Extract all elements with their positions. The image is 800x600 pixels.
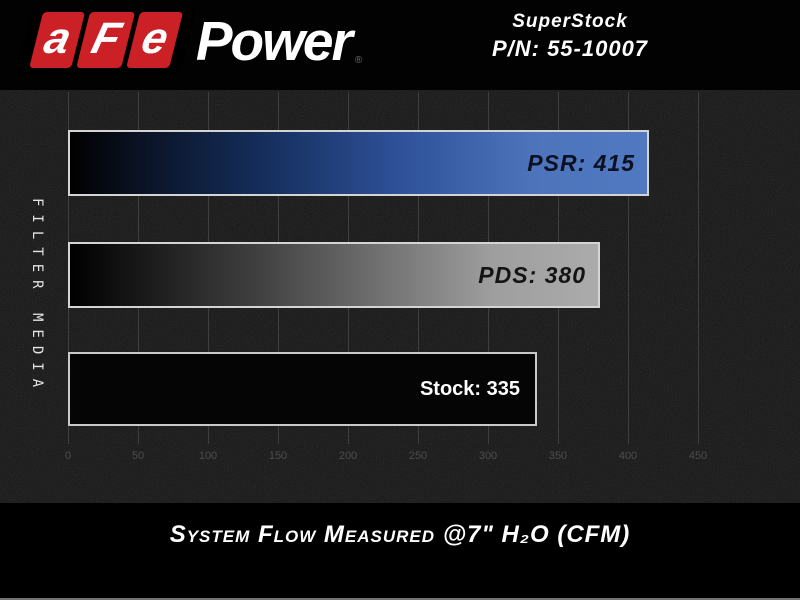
x-tick-label: 150 — [268, 450, 288, 462]
x-tick-label: 300 — [478, 450, 498, 462]
x-tick-label: 250 — [408, 450, 428, 462]
x-tick-label: 0 — [64, 450, 72, 462]
product-info: SuperStock P/N: 55-10007 — [450, 11, 690, 62]
header: a F e Power ® SuperStock P/N: 55-10007 — [0, 0, 800, 90]
y-axis-label: FILTER MEDIA — [29, 197, 45, 396]
x-tick-label: 100 — [198, 450, 218, 462]
plot-area: 0 50 100 150 200 250 300 350 400 450 PSR: 415 PDS: … — [0, 90, 800, 503]
bar-label: PSR: 415 — [527, 149, 635, 176]
registered-trademark-icon: ® — [354, 55, 363, 66]
logo-letter-f: F — [76, 12, 136, 68]
bottom-edge-line — [0, 598, 800, 600]
bar-pds: PDS: 380 — [68, 242, 600, 308]
x-tick-label: 50 — [131, 450, 145, 462]
x-tick-label: 200 — [338, 450, 358, 462]
x-tick-label: 450 — [688, 450, 708, 462]
bar-psr: PSR: 415 — [68, 130, 649, 196]
afe-power-logo: a F e Power ® — [15, 7, 363, 74]
x-tick-label: 350 — [548, 450, 568, 462]
part-number: P/N: 55-10007 — [491, 36, 649, 61]
gridline — [698, 92, 699, 444]
logo-letter-a: a — [29, 12, 86, 68]
gridline — [628, 92, 629, 444]
afe-badge: a F e — [15, 7, 197, 74]
bar-label: PDS: 380 — [478, 261, 586, 288]
x-tick-label: 400 — [618, 450, 638, 462]
x-axis-caption: System Flow Measured @7" H₂O (CFM) — [169, 521, 631, 548]
logo-letter-e: e — [126, 12, 183, 68]
bar-stock: Stock: 335 — [68, 352, 537, 426]
logo-wordmark: Power — [195, 9, 353, 72]
y-axis-label-wrap: FILTER MEDIA — [18, 90, 56, 503]
bar-label: Stock: 335 — [419, 377, 520, 400]
product-name: SuperStock — [512, 11, 628, 32]
